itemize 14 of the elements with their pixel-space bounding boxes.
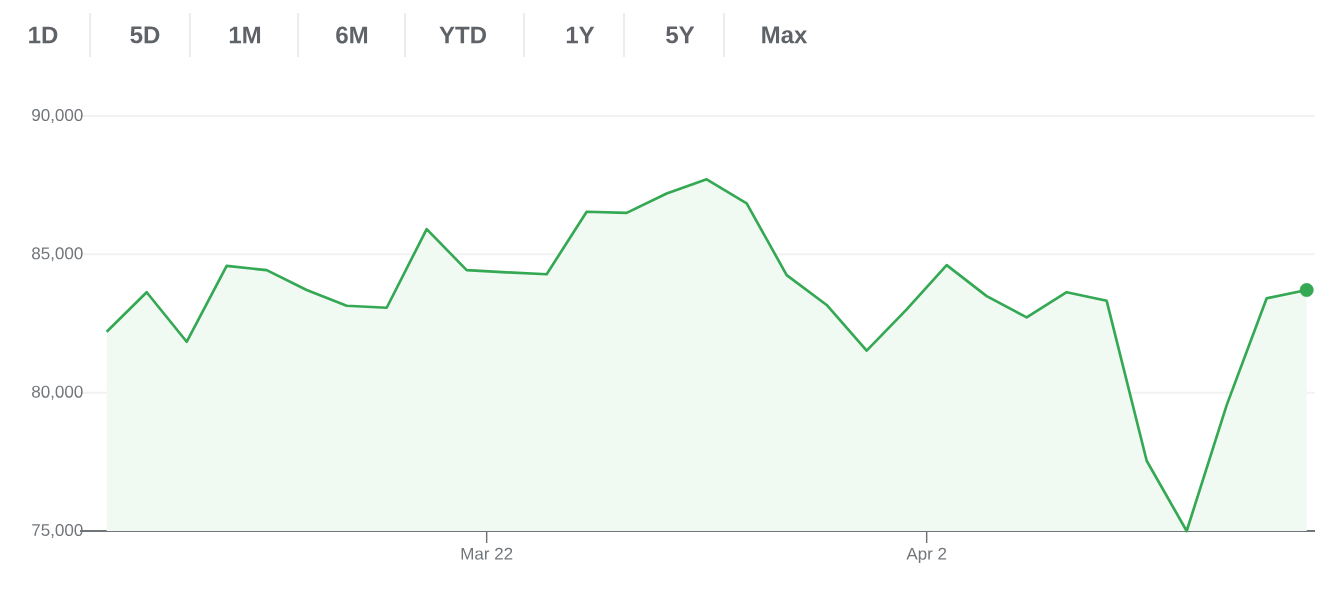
text: 6M [336, 26, 368, 44]
y-tick-label: 80,000 [32, 385, 83, 400]
x-tick-label: Apr 2 [906, 547, 947, 564]
text: 5D [130, 26, 160, 44]
y-tick-label: 75,000 [32, 523, 83, 539]
y-tick-label: 85,000 [32, 247, 83, 262]
text: YTD [439, 26, 487, 44]
text: 1D [29, 26, 58, 44]
text: 1Y [566, 26, 595, 44]
y-tick-label: 90,000 [32, 108, 83, 124]
text: Max [762, 26, 808, 44]
x-tick-label: Mar 22 [461, 547, 513, 560]
text: 5Y [666, 26, 695, 44]
text: 1M [229, 26, 261, 44]
